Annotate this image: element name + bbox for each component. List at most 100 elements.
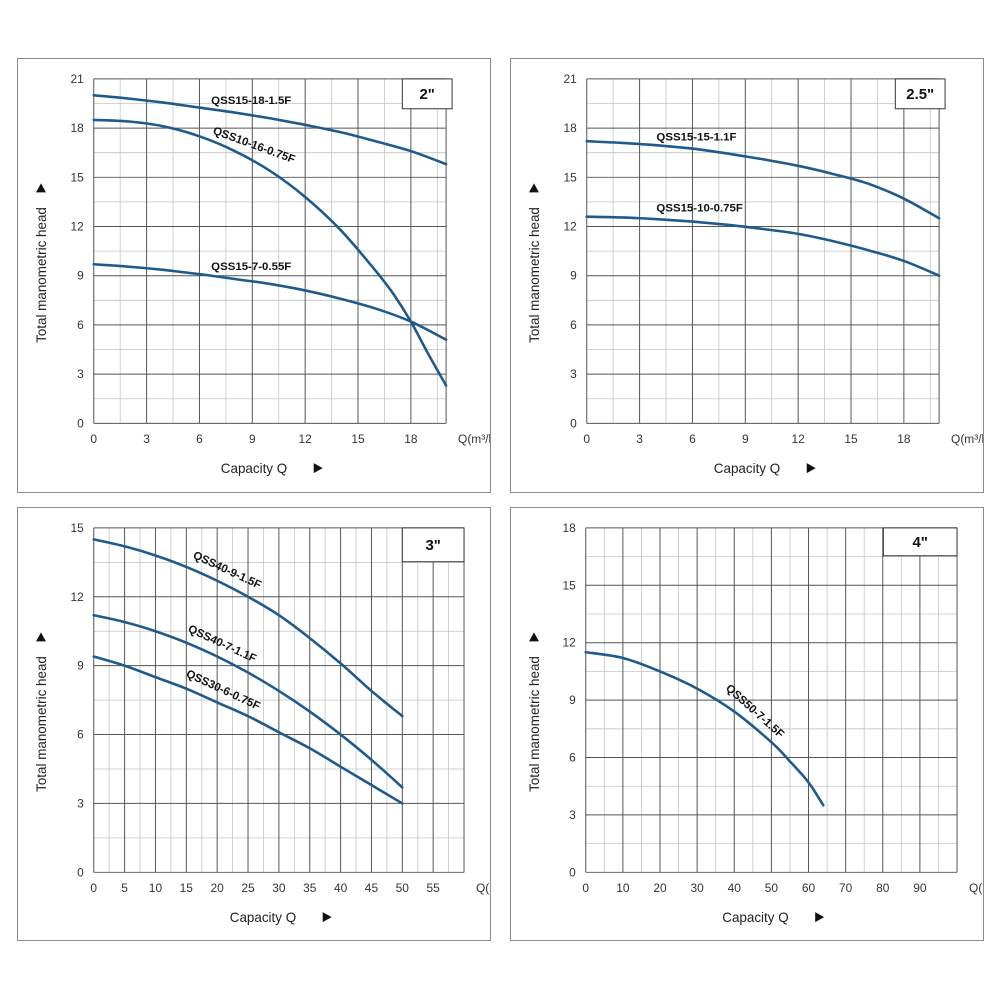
y-tick-label: 12 — [71, 590, 85, 604]
y-tick-label: 21 — [71, 72, 85, 86]
series-label-qss15-7-0-55f: QSS15-7-0.55F — [211, 261, 291, 273]
series-line-qss15-7-0-55f — [92, 262, 448, 341]
x-tick-label: 9 — [249, 432, 256, 446]
x-axis-title: Capacity Q — [221, 461, 287, 476]
chart-panel-3in: 0 5 10 15 20 25 30 35 40 45 50 55 0 3 6 9 12 15 Q(m³/h) Cap… — [17, 507, 491, 941]
y-tick-label: 0 — [77, 416, 84, 430]
x-tick-label: 20 — [211, 881, 225, 895]
x-tick-label: 40 — [334, 881, 348, 895]
x-tick-label: 30 — [272, 881, 286, 895]
x-axis-arrow-icon — [815, 912, 825, 923]
grid — [93, 527, 465, 873]
y-tick-label: 3 — [569, 808, 576, 822]
series-line-qss40-7-1-1f — [92, 613, 404, 789]
series-line-qss40-9-1-5f — [92, 538, 404, 718]
series-line-qss30-6-0-75f — [92, 655, 404, 805]
y-tick-label: 12 — [71, 219, 85, 233]
x-tick-label: 30 — [690, 881, 704, 895]
grid — [586, 78, 940, 424]
x-tick-label: 35 — [303, 881, 317, 895]
x-tick-label: 45 — [365, 881, 379, 895]
y-axis-arrow-icon — [529, 632, 539, 642]
x-tick-label: 15 — [351, 432, 365, 446]
y-axis-arrow-icon — [529, 183, 539, 193]
y-tick-label: 0 — [569, 865, 576, 879]
x-tick-label: 70 — [839, 881, 853, 895]
series-label-qss15-18-1-5f: QSS15-18-1.5F — [211, 95, 291, 107]
x-tick-label: 20 — [653, 881, 667, 895]
x-tick-label: 6 — [689, 432, 696, 446]
y-tick-label: 9 — [77, 659, 84, 673]
size-label: 2" — [420, 86, 435, 103]
chart-panel-2-5in: 0 3 6 9 12 15 18 0 3 6 9 12 15 18 21 Q(m³/h) Capacity Q T… — [510, 58, 984, 493]
chart-2-5in: 0 3 6 9 12 15 18 0 3 6 9 12 15 18 21 Q(m³/h) Capacity Q T… — [527, 72, 983, 476]
series-label-qss15-15-1-1f: QSS15-15-1.1F — [656, 132, 736, 144]
y-tick-label: 6 — [570, 318, 577, 332]
y-tick-label: 15 — [563, 578, 577, 592]
series-line-qss15-10-0-75f — [585, 215, 941, 277]
x-tick-label: 9 — [742, 432, 749, 446]
x-tick-label: 3 — [636, 432, 643, 446]
x-tick-label: 50 — [396, 881, 410, 895]
y-axis-arrow-icon — [36, 632, 46, 642]
y-tick-label: 15 — [71, 521, 85, 535]
y-tick-label: 18 — [71, 121, 85, 135]
y-tick-label: 6 — [77, 728, 84, 742]
size-box — [894, 78, 946, 110]
x-unit-label: Q(m³/h) — [951, 432, 983, 446]
y-tick-label: 0 — [77, 865, 84, 879]
y-tick-label: 12 — [563, 636, 577, 650]
y-tick-label: 15 — [564, 170, 578, 184]
x-tick-label: 15 — [180, 881, 194, 895]
x-axis-title: Capacity Q — [714, 461, 780, 476]
size-label: 4" — [913, 534, 928, 551]
x-tick-label: 10 — [616, 881, 630, 895]
x-tick-label: 50 — [765, 881, 779, 895]
x-tick-label: 12 — [299, 432, 313, 446]
y-tick-label: 6 — [77, 318, 84, 332]
y-tick-label: 18 — [564, 121, 578, 135]
y-tick-label: 3 — [570, 367, 577, 381]
x-tick-label: 55 — [427, 881, 441, 895]
y-tick-label: 9 — [569, 693, 576, 707]
y-axis-title: Total manometric head — [527, 656, 542, 792]
series-label-qss15-10-0-75f: QSS15-10-0.75F — [656, 202, 742, 214]
series-line-qss50-7-1-5f — [584, 650, 825, 807]
size-label: 3" — [425, 537, 440, 554]
series-line-qss15-15-1-1f — [585, 139, 941, 220]
series-line-qss15-18-1-5f — [92, 94, 448, 166]
y-tick-label: 9 — [77, 269, 84, 283]
x-tick-label: 60 — [802, 881, 816, 895]
x-axis-title: Capacity Q — [230, 910, 296, 925]
y-tick-label: 21 — [564, 72, 578, 86]
x-tick-label: 6 — [196, 432, 203, 446]
x-tick-label: 0 — [583, 432, 590, 446]
chart-panel-4in: 0 10 20 30 40 50 60 70 80 90 0 3 6 9 12 15 18 Q(m³/h) Capa… — [510, 507, 984, 941]
y-tick-label: 15 — [71, 170, 85, 184]
grid — [93, 78, 447, 424]
chart-2in: 0 3 6 9 12 15 18 0 3 6 9 12 15 18 21 Q(m³/h) Capacity Q T… — [34, 72, 490, 476]
x-axis-title: Capacity Q — [722, 910, 788, 925]
y-axis-title: Total manometric head — [527, 207, 542, 343]
x-tick-label: 0 — [582, 881, 589, 895]
size-box — [882, 527, 958, 557]
x-unit-label: Q(m³/h) — [458, 432, 490, 446]
size-label: 2.5" — [906, 86, 934, 103]
x-tick-label: 0 — [90, 881, 97, 895]
y-tick-label: 3 — [77, 367, 84, 381]
x-tick-label: 3 — [143, 432, 150, 446]
y-axis-title: Total manometric head — [34, 656, 49, 792]
x-tick-label: 80 — [876, 881, 890, 895]
y-axis-arrow-icon — [36, 183, 46, 193]
chart-4in: 0 10 20 30 40 50 60 70 80 90 0 3 6 9 12 15 18 Q(m³/h) Capa… — [527, 521, 983, 925]
x-unit-label: Q(m³/h) — [476, 881, 490, 895]
y-axis-title: Total manometric head — [34, 207, 49, 343]
x-tick-label: 15 — [844, 432, 858, 446]
x-tick-label: 12 — [792, 432, 806, 446]
x-axis-arrow-icon — [806, 463, 816, 474]
x-axis-arrow-icon — [313, 463, 323, 474]
y-tick-label: 12 — [564, 219, 578, 233]
x-tick-label: 18 — [897, 432, 911, 446]
x-axis-arrow-icon — [322, 912, 332, 923]
x-tick-label: 18 — [404, 432, 418, 446]
